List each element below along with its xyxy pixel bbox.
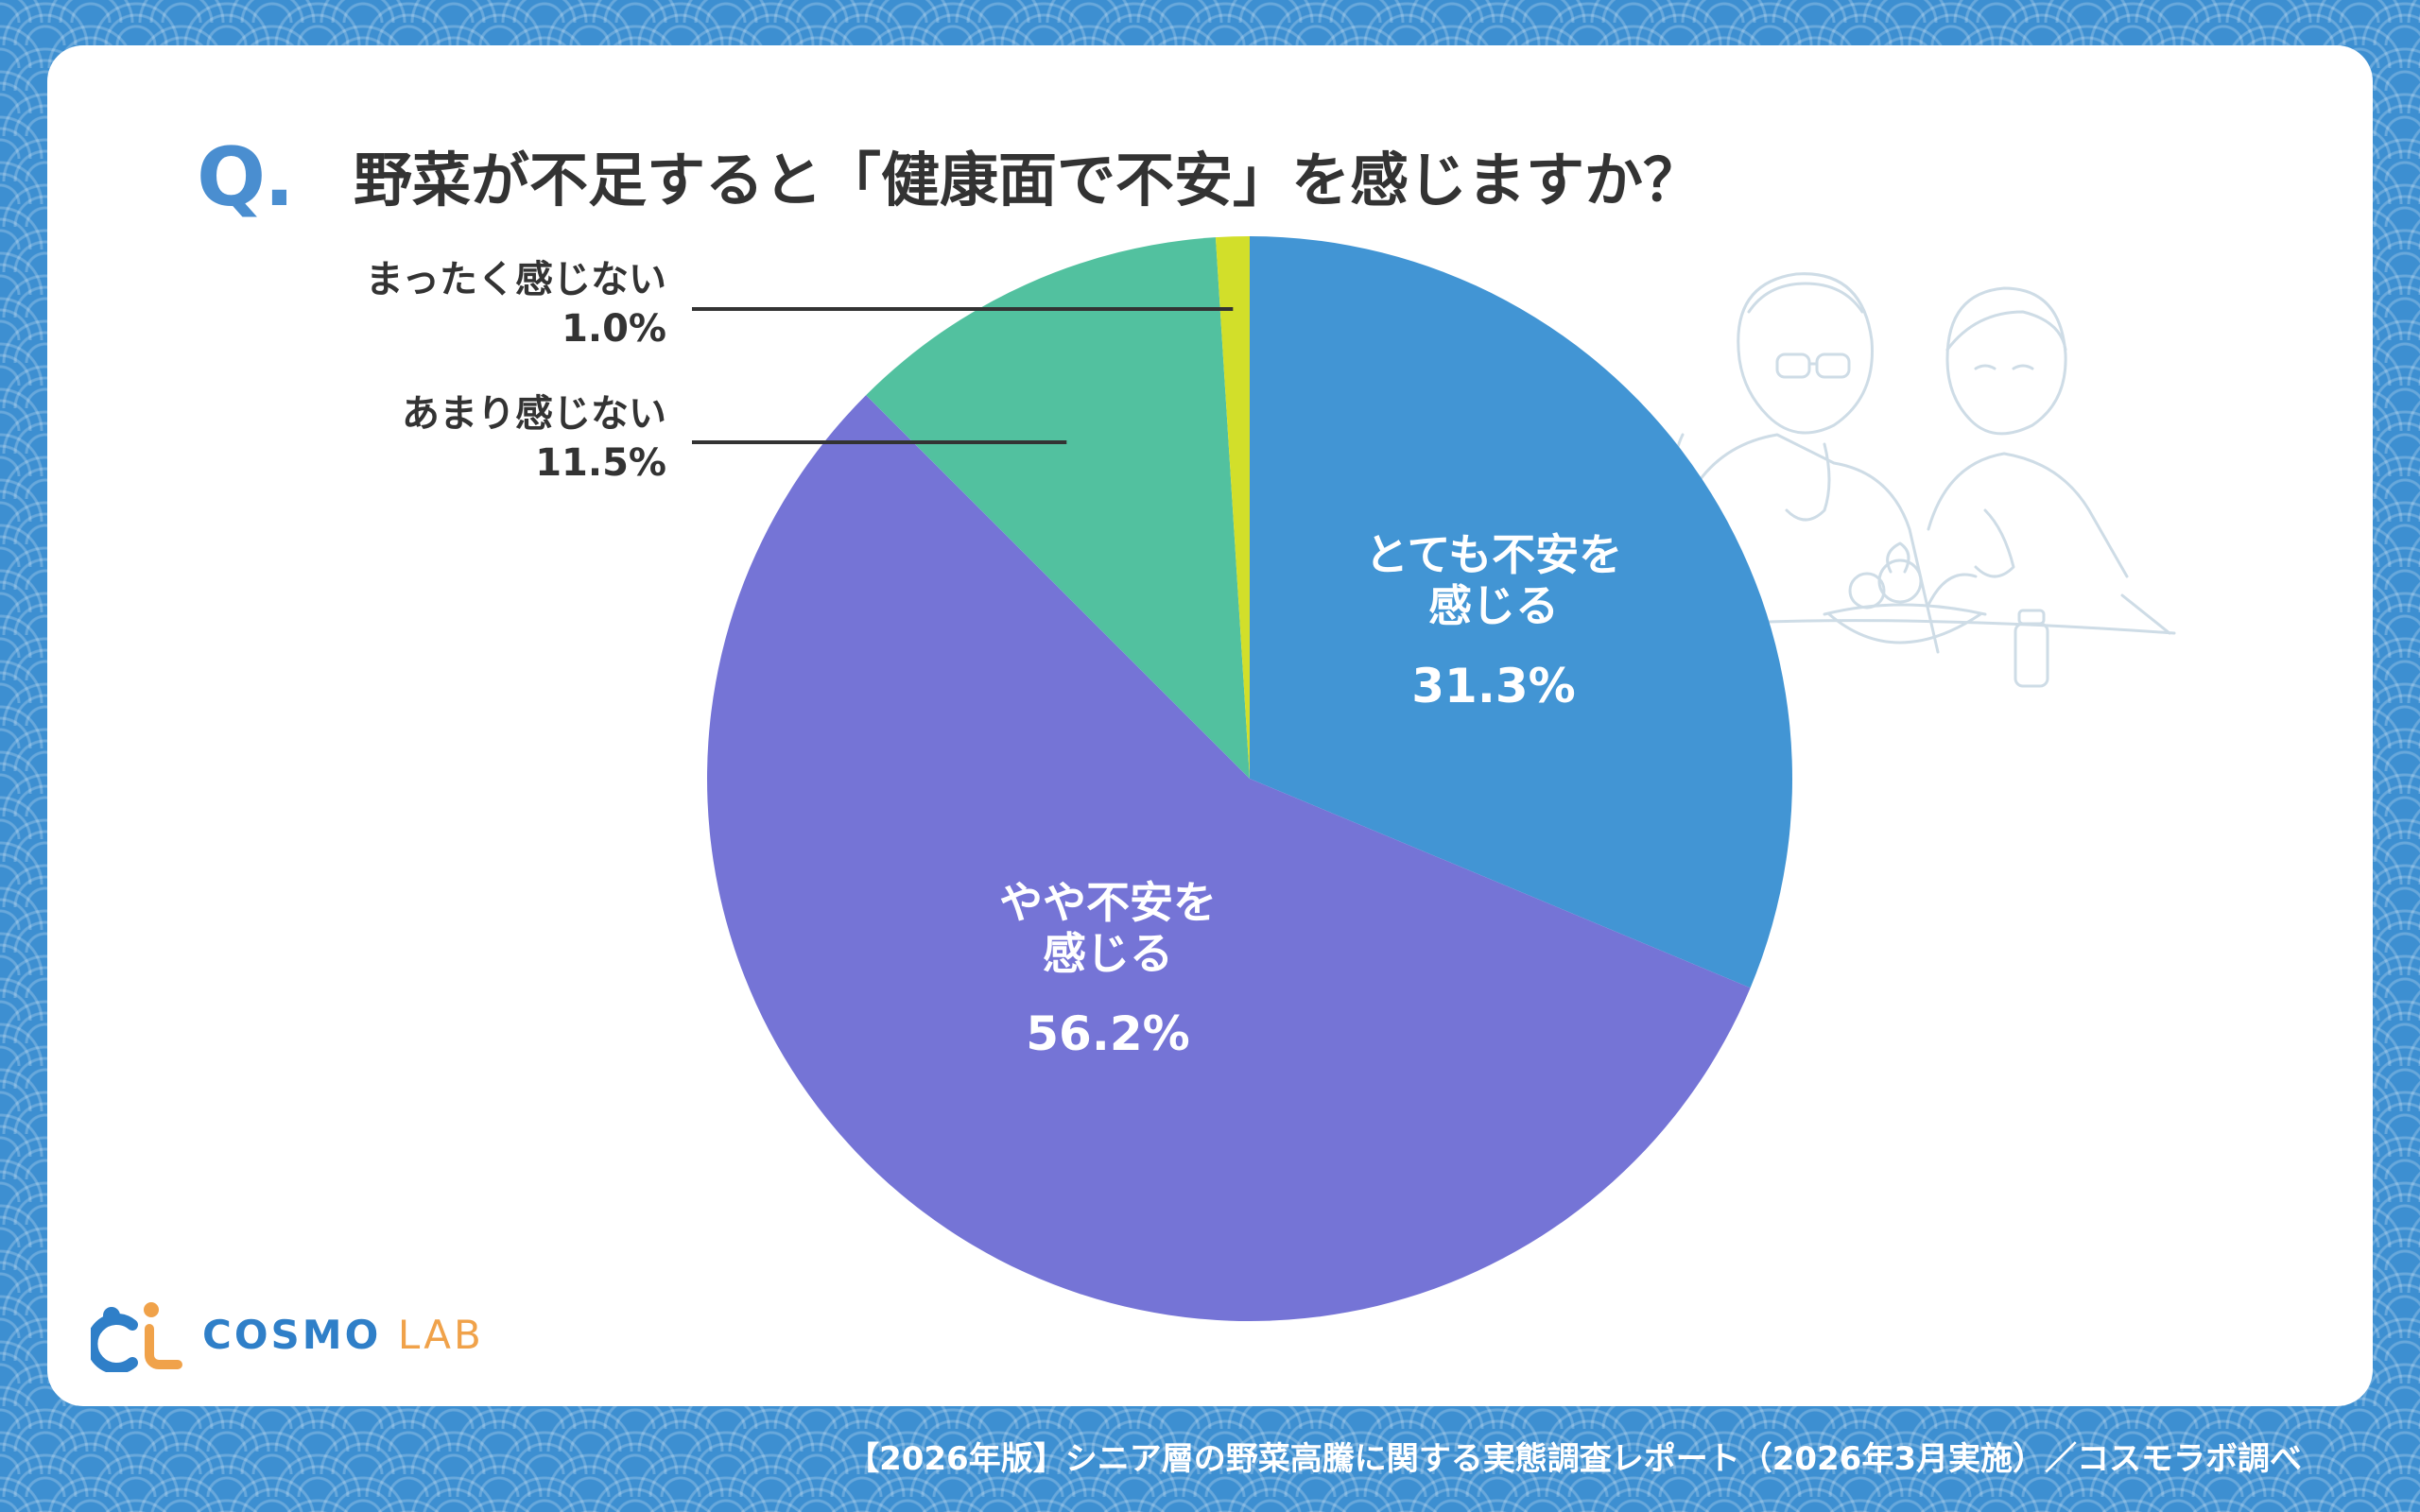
slice-value-somewhat: 56.2% bbox=[1026, 1006, 1190, 1061]
slice-category-not-at-all: まったく感じない bbox=[365, 258, 666, 301]
pie-slice-somewhat bbox=[707, 395, 1751, 1321]
cosmo-lab-logo-icon bbox=[91, 1302, 182, 1372]
slice-value-very: 31.3% bbox=[1411, 659, 1576, 713]
slice-label-not-much: あまり感じない 11.5% bbox=[402, 389, 666, 488]
slice-label-somewhat: やや不安を 感じる 56.2% bbox=[919, 877, 1297, 1062]
logo: COSMO LAB bbox=[91, 1297, 484, 1372]
pie-slice-very bbox=[1250, 236, 1792, 988]
q-mark: Q. bbox=[197, 130, 295, 225]
chart-title: 野菜が不足すると「健康面で不安」を感じますか？ bbox=[354, 146, 1703, 215]
slice-category-somewhat-1: やや不安を bbox=[999, 877, 1217, 928]
slice-category-not-much: あまり感じない bbox=[402, 392, 666, 436]
slice-label-not-at-all: まったく感じない 1.0% bbox=[366, 255, 666, 353]
source-footer: 【2026年版】シニア層の野菜高騰に関する実態調査レポート（2026年3月実施）… bbox=[847, 1440, 2302, 1478]
slice-value-not-much: 11.5% bbox=[535, 441, 666, 485]
pie-slice-not-at-all bbox=[1215, 236, 1250, 779]
slice-label-very: とても不安を 感じる 31.3% bbox=[1305, 529, 1683, 714]
slice-category-very-2: 感じる bbox=[1428, 580, 1559, 631]
slice-value-not-at-all: 1.0% bbox=[562, 307, 666, 351]
logo-text: COSMO LAB bbox=[202, 1311, 484, 1358]
slice-category-somewhat-2: 感じる bbox=[1043, 928, 1173, 979]
slice-category-very-1: とても不安を bbox=[1364, 529, 1623, 580]
pie-slice-not-much bbox=[866, 237, 1250, 779]
